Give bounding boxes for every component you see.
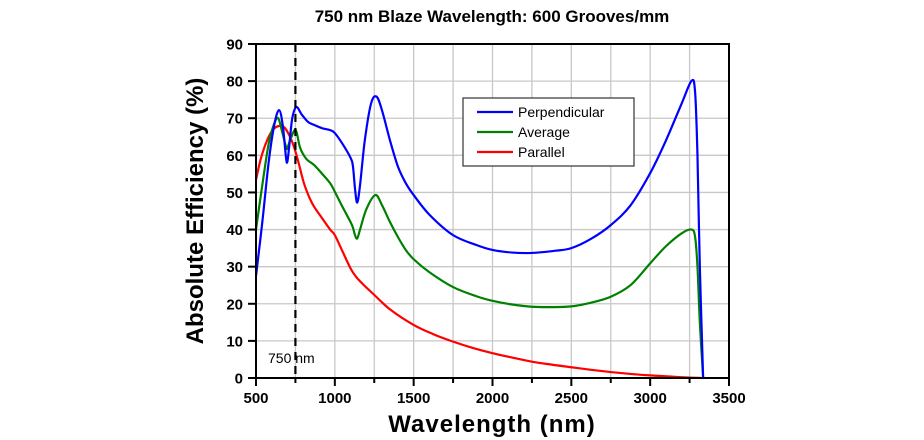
legend-item-parallel: Parallel bbox=[477, 144, 565, 160]
legend: Perpendicular Average Parallel bbox=[462, 97, 635, 167]
x-tick-label: 2500 bbox=[555, 390, 588, 407]
y-axis-title: Absolute Efficiency (%) bbox=[182, 78, 209, 345]
x-tick-label: 1500 bbox=[397, 390, 430, 407]
y-tick-label: 50 bbox=[226, 185, 243, 202]
legend-label: Parallel bbox=[518, 144, 565, 160]
series-line-parallel bbox=[254, 124, 704, 380]
y-tick-label: 60 bbox=[226, 148, 243, 165]
y-tick-label: 0 bbox=[235, 371, 243, 388]
legend-label: Perpendicular bbox=[518, 104, 605, 120]
grid bbox=[256, 44, 729, 378]
x-axis: 500 1000 1500 2000 2500 3000 3500 bbox=[243, 378, 746, 407]
legend-item-perpendicular: Perpendicular bbox=[477, 104, 605, 120]
y-tick-label: 90 bbox=[226, 37, 243, 54]
x-tick-label: 2000 bbox=[476, 390, 509, 407]
legend-item-average: Average bbox=[477, 124, 570, 140]
series-layer bbox=[254, 78, 705, 380]
y-tick-label: 70 bbox=[226, 111, 243, 128]
y-tick-label: 40 bbox=[226, 222, 243, 239]
y-tick-label: 30 bbox=[226, 259, 243, 276]
x-tick-label: 3500 bbox=[712, 390, 745, 407]
x-tick-label: 500 bbox=[243, 390, 268, 407]
series-line-perpendicular bbox=[254, 78, 705, 379]
annotation-layer: 750 nm bbox=[268, 44, 315, 378]
x-tick-label: 3000 bbox=[633, 390, 666, 407]
x-axis-title: Wavelength (nm) bbox=[388, 411, 595, 438]
chart-title: 750 nm Blaze Wavelength: 600 Grooves/mm bbox=[315, 7, 670, 26]
legend-label: Average bbox=[518, 124, 570, 140]
blaze-wavelength-label: 750 nm bbox=[268, 350, 315, 366]
x-tick-label: 1000 bbox=[318, 390, 351, 407]
y-tick-label: 80 bbox=[226, 74, 243, 91]
y-axis: 0 10 20 30 40 50 60 70 80 90 bbox=[226, 37, 256, 388]
y-tick-label: 10 bbox=[226, 333, 243, 350]
y-tick-label: 20 bbox=[226, 296, 243, 313]
